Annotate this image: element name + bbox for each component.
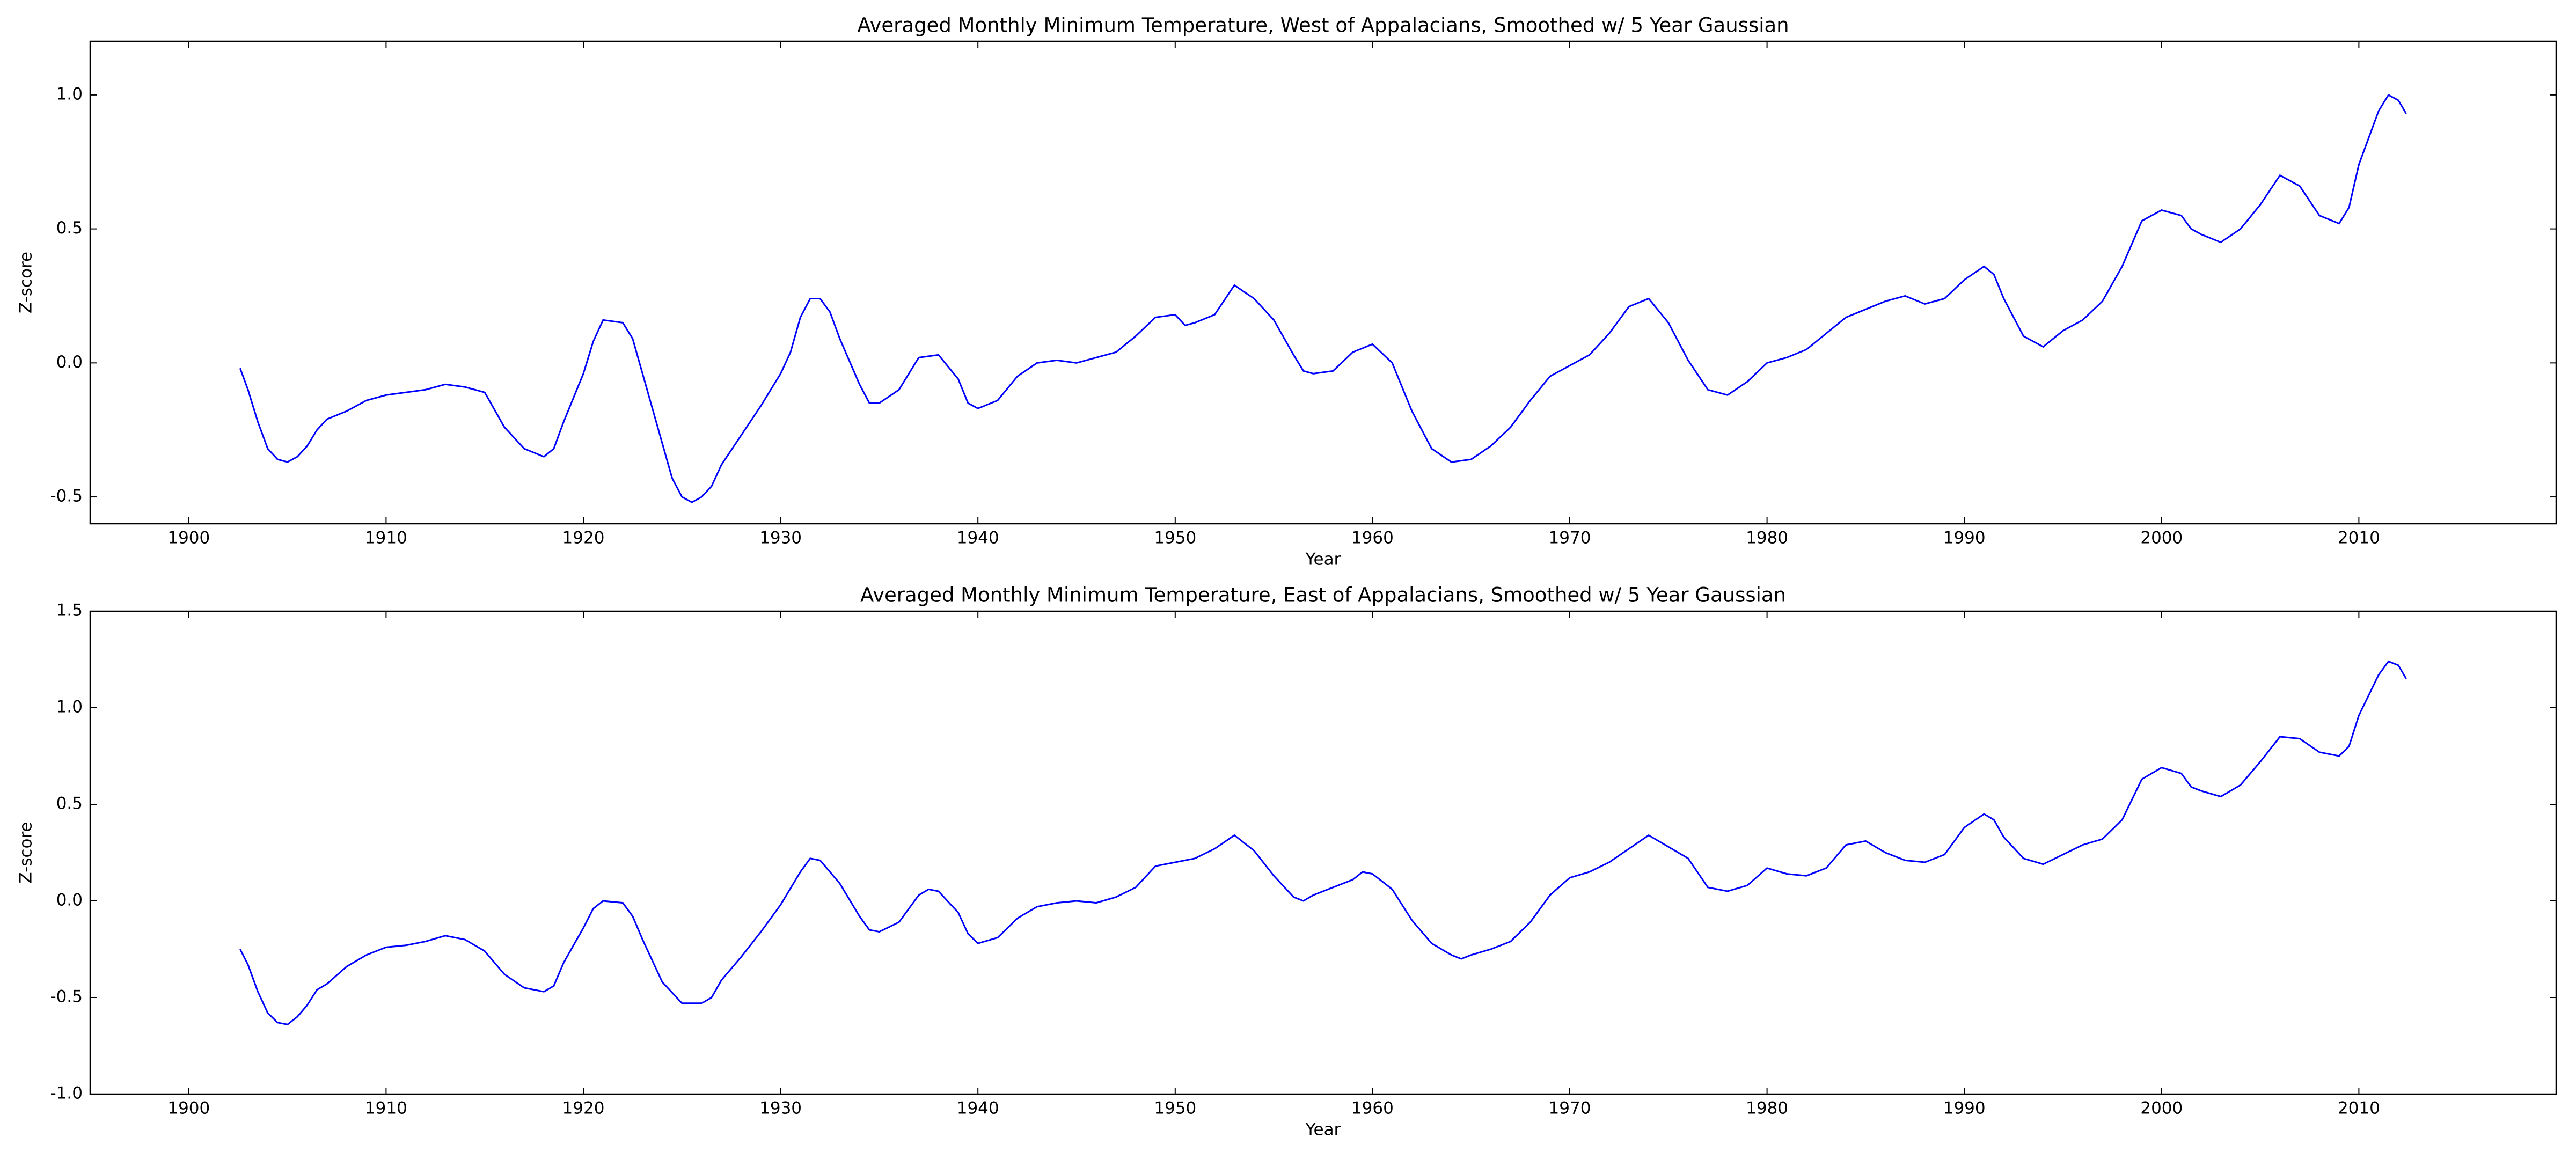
x-tick-label: 2010 bbox=[2338, 1099, 2380, 1118]
y-tick-label: 0.5 bbox=[56, 218, 83, 238]
x-tick-label: 1960 bbox=[1351, 529, 1394, 548]
x-axis-label: Year bbox=[1305, 550, 1341, 569]
y-tick-label: 1.0 bbox=[56, 698, 83, 717]
x-tick-label: 1920 bbox=[562, 1099, 605, 1118]
data-line bbox=[239, 93, 2407, 503]
x-tick-label: 1980 bbox=[1746, 1099, 1788, 1118]
x-tick-label: 1910 bbox=[365, 1099, 407, 1118]
y-tick-label: 0.5 bbox=[56, 794, 83, 813]
x-tick-label: 1970 bbox=[1549, 1099, 1591, 1118]
x-tick-label: 1940 bbox=[957, 529, 999, 548]
y-tick-label: 1.0 bbox=[56, 84, 83, 104]
plot-frame bbox=[89, 40, 2557, 525]
x-tick-label: 1900 bbox=[167, 1099, 210, 1118]
x-tick-label: 1920 bbox=[562, 529, 605, 548]
x-tick-label: 1940 bbox=[957, 1099, 999, 1118]
y-axis-label: Z-score bbox=[17, 252, 36, 313]
x-tick-label: 1910 bbox=[365, 529, 407, 548]
y-tick-label: -0.5 bbox=[50, 487, 83, 506]
x-tick-label: 1990 bbox=[1943, 1099, 1986, 1118]
x-tick-label: 1930 bbox=[759, 529, 802, 548]
x-tick-label: 1900 bbox=[167, 529, 210, 548]
x-tick-label: 1950 bbox=[1154, 1099, 1196, 1118]
x-tick-label: 1960 bbox=[1351, 1099, 1394, 1118]
y-tick-label: -1.0 bbox=[50, 1084, 83, 1103]
x-tick-label: 2000 bbox=[2140, 1099, 2183, 1118]
y-axis-label: Z-score bbox=[17, 821, 36, 883]
y-tick-label: -0.5 bbox=[50, 987, 83, 1007]
x-tick-label: 1980 bbox=[1746, 529, 1788, 548]
x-axis-label: Year bbox=[1305, 1120, 1341, 1140]
x-tick-label: 2010 bbox=[2338, 529, 2380, 548]
x-tick-label: 1930 bbox=[759, 1099, 802, 1118]
x-tick-label: 1990 bbox=[1943, 529, 1986, 548]
plot-frame bbox=[89, 610, 2557, 1095]
chart-title: Averaged Monthly Minimum Temperature, Ea… bbox=[860, 584, 1786, 607]
x-tick-label: 1950 bbox=[1154, 529, 1196, 548]
chart-title: Averaged Monthly Minimum Temperature, We… bbox=[857, 14, 1789, 37]
y-tick-label: 0.0 bbox=[56, 353, 83, 372]
y-tick-label: 1.5 bbox=[56, 601, 83, 620]
x-tick-label: 1970 bbox=[1549, 529, 1591, 548]
data-line bbox=[239, 660, 2407, 1026]
x-tick-label: 2000 bbox=[2140, 529, 2183, 548]
y-tick-label: 0.0 bbox=[56, 891, 83, 910]
